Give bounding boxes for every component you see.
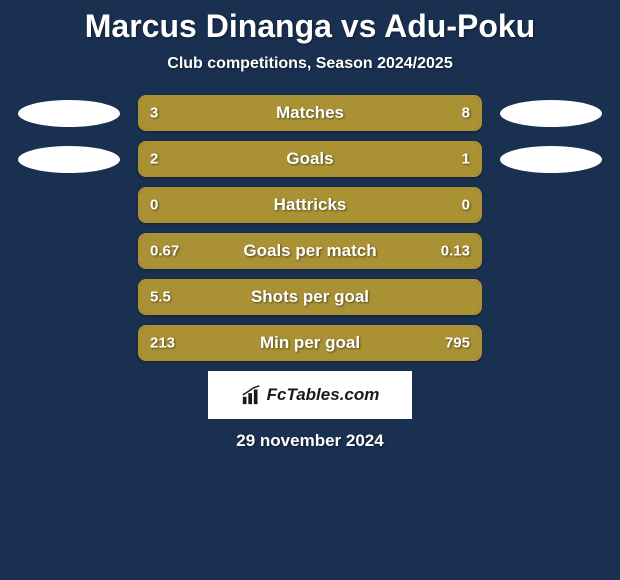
subtitle: Club competitions, Season 2024/2025 bbox=[0, 55, 620, 73]
stat-label: Min per goal bbox=[260, 333, 360, 353]
stat-bar: 5.5 Shots per goal bbox=[138, 279, 482, 315]
stat-row: 5.5 Shots per goal bbox=[0, 279, 620, 315]
stat-label: Hattricks bbox=[274, 195, 347, 215]
stat-row: 2 1 Goals bbox=[0, 141, 620, 177]
stat-bar: 0 0 Hattricks bbox=[138, 187, 482, 223]
brand-text: FcTables.com bbox=[267, 385, 380, 405]
stat-row: 0 0 Hattricks bbox=[0, 187, 620, 223]
stat-row: 3 8 Matches bbox=[0, 95, 620, 131]
stat-value-left: 3 bbox=[150, 105, 158, 122]
stat-row: 213 795 Min per goal bbox=[0, 325, 620, 361]
bar-left-fill bbox=[140, 143, 368, 175]
marker-spacer bbox=[18, 192, 120, 219]
stat-value-right: 1 bbox=[462, 151, 470, 168]
stat-value-right: 0 bbox=[462, 197, 470, 214]
stat-value-right: 8 bbox=[462, 105, 470, 122]
page-title: Marcus Dinanga vs Adu-Poku bbox=[0, 8, 620, 45]
stat-value-left: 213 bbox=[150, 335, 175, 352]
marker-spacer bbox=[18, 284, 120, 311]
player-marker-right bbox=[500, 146, 602, 173]
stat-bar: 213 795 Min per goal bbox=[138, 325, 482, 361]
chart-icon bbox=[241, 384, 263, 406]
marker-spacer bbox=[500, 238, 602, 265]
marker-spacer bbox=[500, 192, 602, 219]
stat-label: Matches bbox=[276, 103, 344, 123]
stat-bar: 3 8 Matches bbox=[138, 95, 482, 131]
brand-box: FcTables.com bbox=[208, 371, 412, 419]
stat-value-left: 2 bbox=[150, 151, 158, 168]
stat-bar: 2 1 Goals bbox=[138, 141, 482, 177]
stat-value-left: 0.67 bbox=[150, 243, 179, 260]
marker-spacer bbox=[18, 330, 120, 357]
marker-spacer bbox=[18, 238, 120, 265]
player-marker-right bbox=[500, 100, 602, 127]
bar-right-fill bbox=[232, 97, 480, 129]
stat-bar: 0.67 0.13 Goals per match bbox=[138, 233, 482, 269]
stat-label: Goals per match bbox=[243, 241, 376, 261]
date-text: 29 november 2024 bbox=[0, 431, 620, 451]
player-marker-left bbox=[18, 100, 120, 127]
stats-list: 3 8 Matches 2 1 Goals 0 0 Hattricks 0.67 0.13 Goals… bbox=[0, 95, 620, 361]
stat-label: Goals bbox=[286, 149, 333, 169]
stat-label: Shots per goal bbox=[251, 287, 369, 307]
player-marker-left bbox=[18, 146, 120, 173]
stat-value-right: 795 bbox=[445, 335, 470, 352]
marker-spacer bbox=[500, 284, 602, 311]
stat-value-right: 0.13 bbox=[441, 243, 470, 260]
stat-value-left: 0 bbox=[150, 197, 158, 214]
stat-row: 0.67 0.13 Goals per match bbox=[0, 233, 620, 269]
stat-value-left: 5.5 bbox=[150, 289, 171, 306]
marker-spacer bbox=[500, 330, 602, 357]
